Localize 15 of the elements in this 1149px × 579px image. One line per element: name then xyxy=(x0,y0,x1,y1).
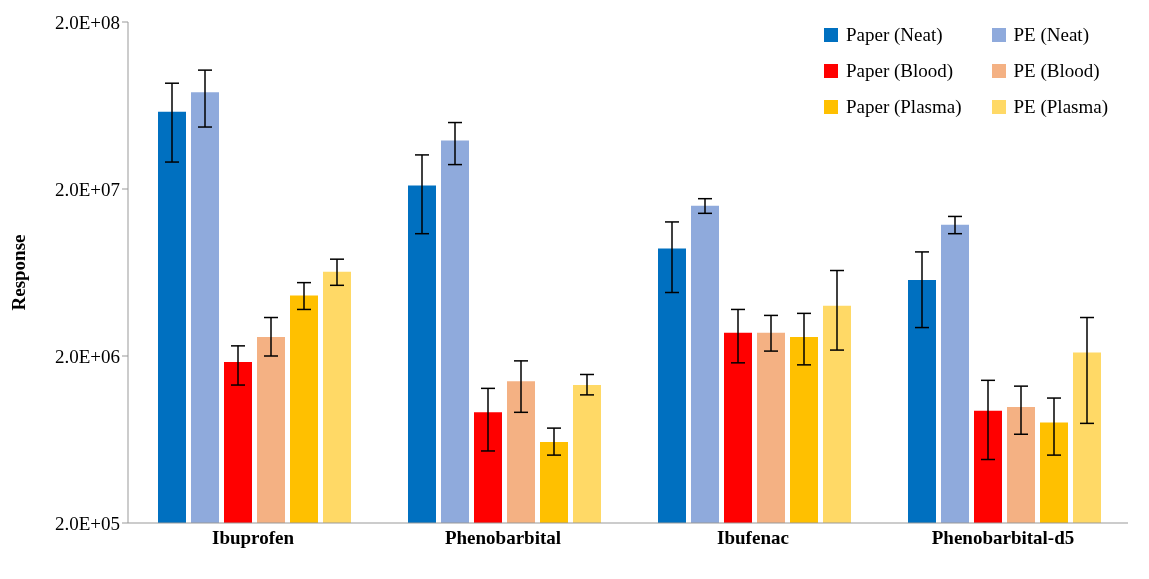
legend-label: PE (Blood) xyxy=(1013,60,1100,82)
legend-label: Paper (Neat) xyxy=(845,24,943,46)
x-tick-label: Ibuprofen xyxy=(211,527,295,549)
x-tick-label: Phenobarbital-d5 xyxy=(931,527,1075,549)
x-tick-label: Phenobarbital xyxy=(444,527,562,549)
x-tick-label: Ibufenac xyxy=(717,527,789,549)
y-tick-label: 2.0E+08 xyxy=(54,11,120,33)
y-tick-label: 2.0E+07 xyxy=(54,178,120,200)
legend-label: PE (Plasma) xyxy=(1013,96,1108,118)
legend-label: Paper (Blood) xyxy=(845,60,954,82)
y-axis-title: Response xyxy=(7,234,29,311)
y-tick-label: 2.0E+06 xyxy=(54,345,120,367)
legend-label: Paper (Plasma) xyxy=(845,96,962,118)
legend-label: PE (Neat) xyxy=(1013,24,1089,46)
y-tick-label: 2.0E+05 xyxy=(54,512,120,534)
